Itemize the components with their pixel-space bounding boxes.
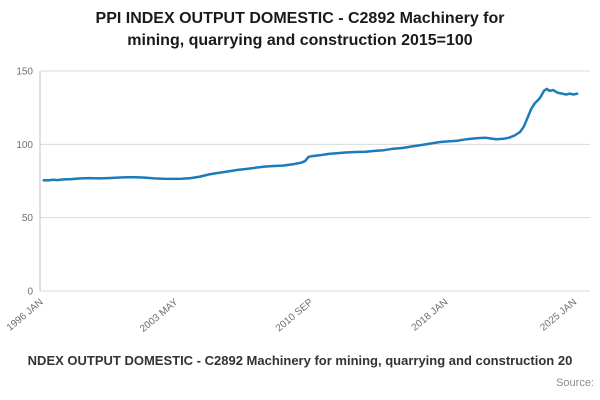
y-tick-label: 150 [16,67,33,78]
chart-area: 0 50 100 150 1996 JAN 2003 MAY 2010 SEP 2018 JA… [0,51,600,351]
y-tick-label: 0 [27,287,33,298]
chart-title-line1: PPI INDEX OUTPUT DOMESTIC - C2892 Machin… [95,10,505,27]
line-chart: 0 50 100 150 1996 JAN 2003 MAY 2010 SEP 2018 JA… [5,67,590,335]
x-tick-label: 2003 MAY [138,297,181,335]
data-line [42,87,579,182]
x-tick-label: 2010 SEP [274,297,316,335]
legend-label: NDEX OUTPUT DOMESTIC - C2892 Machinery f… [27,353,573,369]
x-tick-label: 1996 JAN [5,297,46,334]
page-title: PPI INDEX OUTPUT DOMESTIC - C2892 Machin… [0,8,600,51]
x-tick-label: 2018 JAN [410,297,451,334]
y-tick-label: 50 [22,213,34,224]
chart-title-line2: mining, quarrying and construction 2015=… [127,31,473,49]
y-tick-label: 100 [16,140,33,151]
x-tick-label: 2025 JAN [538,297,579,334]
source-label: Source: [556,377,594,390]
